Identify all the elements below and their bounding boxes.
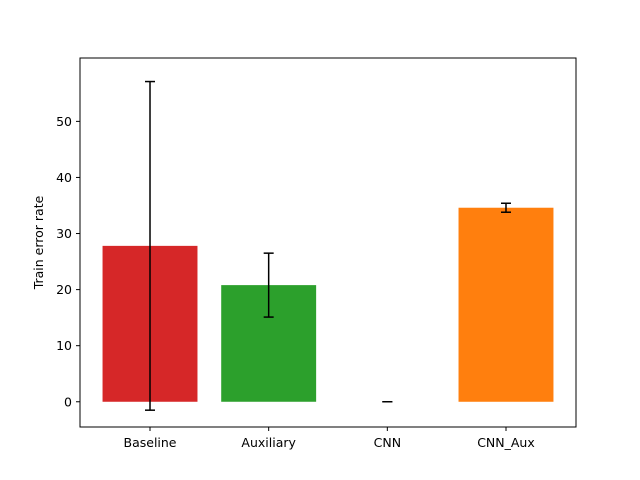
bar-cnn-aux [458, 207, 554, 402]
axes-frame [79, 57, 577, 428]
x-tick-label: CNN [374, 435, 401, 450]
error-bars-group [145, 80, 511, 411]
x-tick-label: Baseline [124, 435, 177, 450]
y-tick-label: 50 [56, 114, 72, 129]
error-bar-auxiliary [263, 252, 274, 318]
x-tick-label: CNN_Aux [477, 435, 535, 450]
y-tick-label: 40 [56, 170, 72, 185]
error-bar-baseline [145, 80, 156, 411]
error-bar-cnn-aux [500, 202, 511, 213]
y-axis-label: Train error rate [31, 195, 46, 290]
y-tick-label: 10 [56, 338, 72, 353]
y-tick-label: 30 [56, 226, 72, 241]
x-tick-label: Auxiliary [241, 435, 296, 450]
bars-group [102, 207, 554, 402]
y-tick-label: 20 [56, 282, 72, 297]
y-axis: 0 10 20 30 40 50 [56, 114, 80, 409]
x-axis: Baseline Auxiliary CNN CNN_Aux [124, 427, 535, 450]
y-tick-label: 0 [64, 394, 72, 409]
